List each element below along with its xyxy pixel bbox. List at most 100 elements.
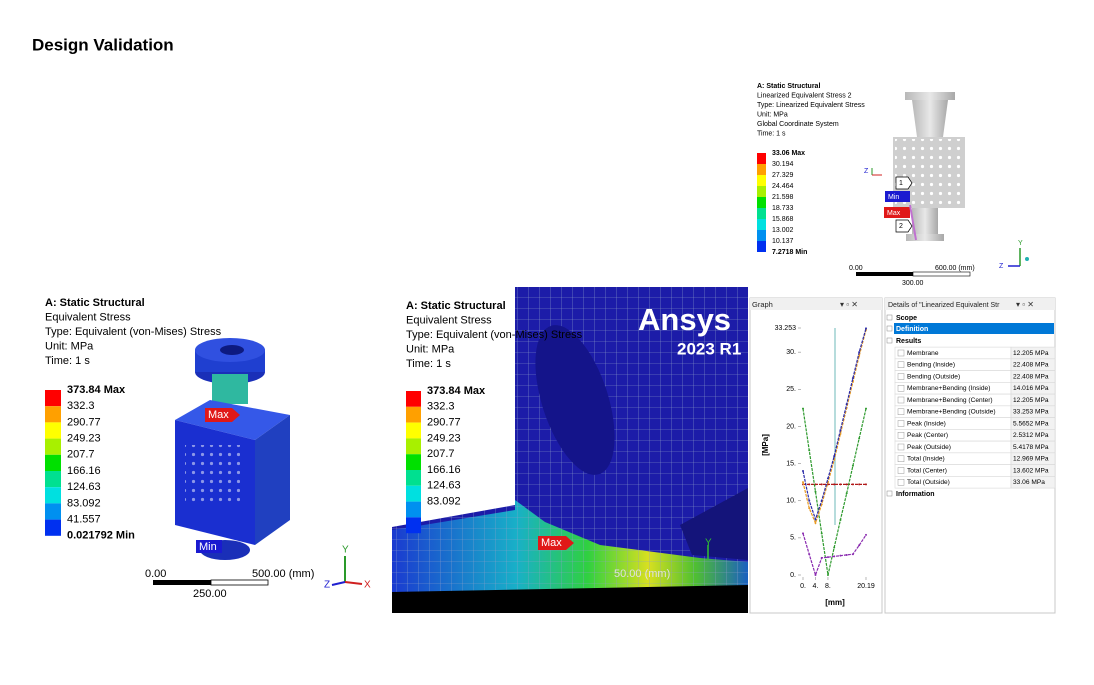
legend-swatch	[757, 186, 766, 197]
axis-z	[331, 581, 346, 586]
series-point	[808, 507, 811, 510]
series-point	[865, 483, 867, 486]
legend-label: 18.733	[772, 205, 794, 212]
axis-x	[344, 581, 363, 585]
group-label: Results	[896, 338, 921, 345]
checkbox[interactable]	[897, 361, 905, 368]
row-value: 33.253 MPa	[1013, 409, 1049, 416]
info-line: Time: 1 s	[757, 130, 786, 137]
max-label: Max	[208, 409, 229, 421]
path-marker	[895, 176, 913, 190]
checkbox[interactable]	[897, 373, 905, 380]
checkbox[interactable]	[897, 467, 905, 474]
series-point	[851, 483, 854, 486]
max-marker	[205, 408, 240, 422]
scale-bar	[912, 271, 971, 277]
scale-label: 600.00 (mm)	[935, 265, 975, 272]
series-point	[851, 377, 854, 380]
scale-bar	[856, 272, 913, 276]
series-point	[865, 327, 867, 330]
y-tick-label: 30.	[786, 349, 796, 356]
group-label: Scope	[896, 315, 917, 322]
y-tick-label: 10.	[786, 498, 796, 505]
legend-swatch	[757, 241, 766, 252]
legend-label: 332.3	[67, 400, 95, 412]
legend-swatch	[406, 391, 421, 407]
info-line: Global Coordinate System	[757, 121, 839, 128]
path-marker-label: 2	[899, 223, 903, 230]
y-tick-label: 25.	[786, 386, 796, 393]
legend-label: 30.194	[772, 161, 794, 168]
axis-x	[1025, 257, 1029, 261]
model-shape	[220, 345, 244, 355]
row-value: 22.408 MPa	[1013, 373, 1049, 380]
model-shape	[212, 374, 248, 404]
axis-label: Z	[324, 580, 330, 591]
series-point	[851, 553, 854, 556]
x-axis-label: [mm]	[825, 598, 845, 607]
row-value: 5.4178 MPa	[1013, 444, 1049, 451]
checkbox[interactable]	[897, 408, 905, 415]
series-point	[833, 483, 836, 486]
x-tick-label: 4.	[813, 583, 819, 590]
legend-swatch	[45, 406, 61, 423]
legend-swatch	[45, 503, 61, 520]
model-shape	[255, 415, 290, 545]
expander[interactable]	[886, 314, 893, 321]
scale-bar	[153, 580, 211, 585]
row-name: Total (Outside)	[907, 479, 950, 486]
series-point	[814, 518, 817, 521]
x-tick-label: 8.	[825, 583, 831, 590]
legend-swatch	[757, 230, 766, 241]
expander[interactable]	[886, 325, 893, 332]
scale-label: 250.00	[193, 588, 227, 600]
checkbox[interactable]	[897, 479, 905, 486]
series-point	[858, 351, 861, 354]
legend-label: 373.84 Max	[67, 384, 126, 396]
checkbox[interactable]	[897, 455, 905, 462]
series-point	[839, 483, 842, 486]
expander[interactable]	[886, 337, 893, 344]
checkbox[interactable]	[897, 396, 905, 404]
logo: Ansys	[638, 302, 731, 337]
series-point	[845, 483, 848, 486]
axis-label: Y	[705, 538, 712, 549]
series-point	[802, 407, 804, 410]
info-line: Equivalent Stress	[406, 314, 492, 326]
series-point	[802, 470, 804, 473]
row-name: Membrane+Bending (Center)	[907, 397, 993, 404]
legend-swatch	[406, 517, 421, 534]
panel-3	[856, 92, 1029, 277]
page-title: Design Validation	[32, 35, 174, 54]
legend-label: 27.329	[772, 172, 794, 179]
legend-label: 7.2718 Min	[772, 249, 807, 256]
row-value: 5.5652 MPa	[1013, 420, 1049, 427]
info-line: Type: Equivalent (von-Mises) Stress	[45, 326, 222, 338]
y-tick-label: 33.253	[775, 325, 797, 332]
row-value: 14.016 MPa	[1013, 385, 1049, 392]
row-value: 2.5312 MPa	[1013, 432, 1049, 439]
window-controls[interactable]: ▾ ▫ ✕	[840, 300, 858, 309]
model-shape	[912, 100, 948, 137]
legend-swatch	[757, 153, 766, 164]
row-value: 22.408 MPa	[1013, 362, 1049, 369]
model-shape	[392, 585, 748, 613]
series-point	[802, 481, 804, 484]
panel-1	[153, 338, 363, 586]
legend-label: 290.77	[427, 417, 461, 429]
checkbox[interactable]	[897, 420, 905, 427]
row-cell	[1010, 476, 1056, 489]
legend-swatch	[45, 471, 61, 488]
series-point	[845, 553, 848, 556]
expander[interactable]	[886, 490, 893, 497]
checkbox[interactable]	[897, 432, 905, 439]
window-controls[interactable]: ▾ ▫ ✕	[1016, 300, 1034, 309]
checkbox[interactable]	[897, 349, 905, 357]
model-shape	[535, 325, 615, 475]
checkbox[interactable]	[897, 443, 905, 451]
checkbox[interactable]	[897, 385, 905, 392]
max-marker	[538, 536, 574, 550]
row-name: Peak (Outside)	[907, 444, 951, 451]
legend-swatch	[757, 197, 766, 208]
max-label: Max	[541, 537, 562, 549]
